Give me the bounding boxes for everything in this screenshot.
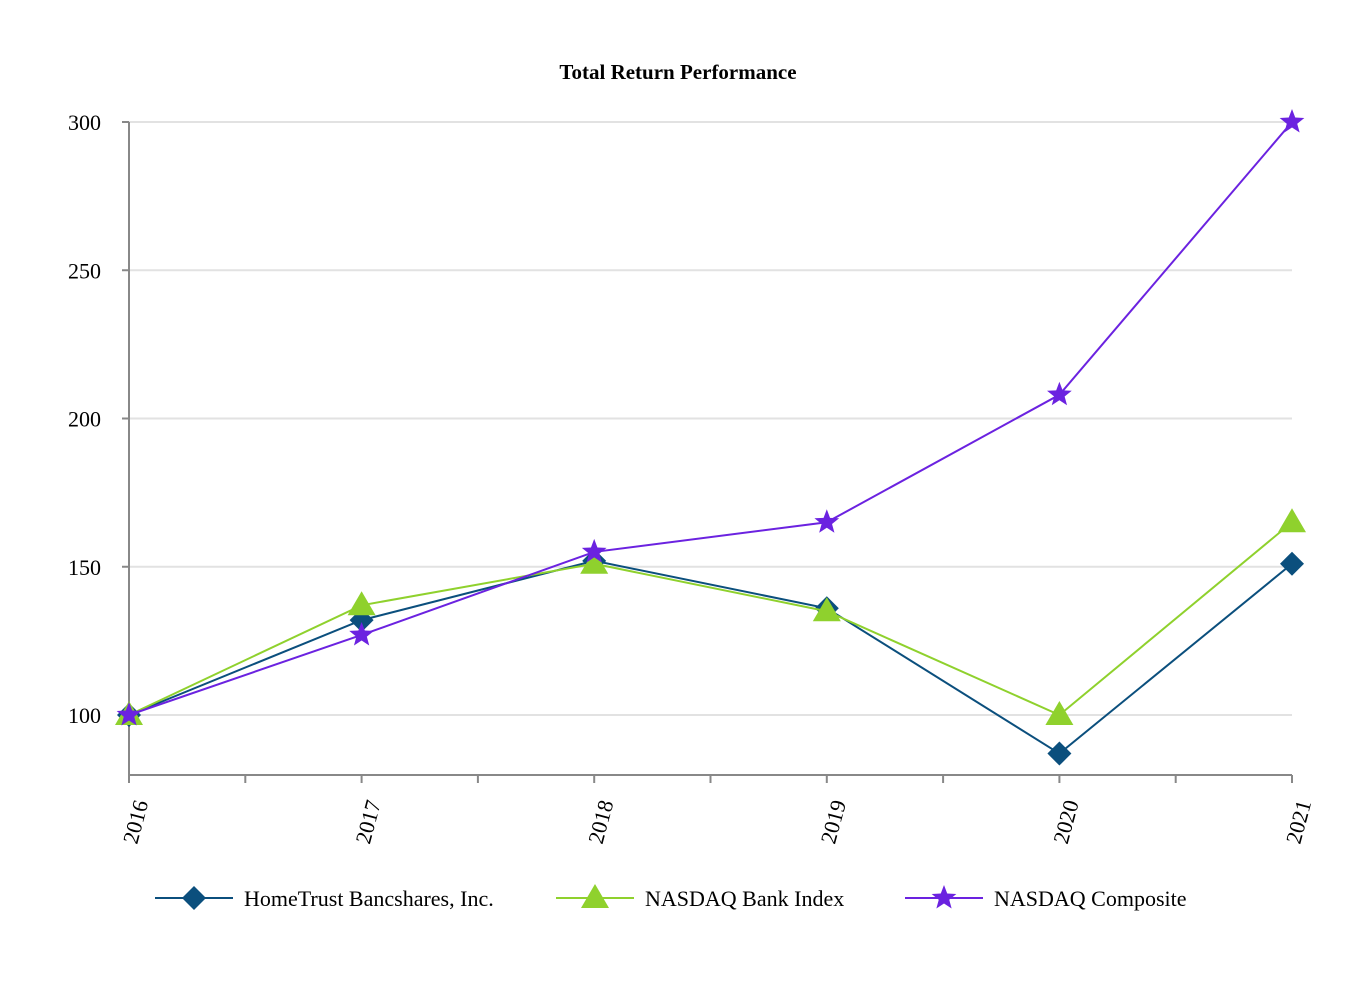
legend-marker (581, 884, 609, 908)
y-tick-label-100: 100 (68, 703, 101, 728)
x-tick-labels: 2016 2017 2018 2019 2020 2021 (118, 797, 1317, 846)
legend: HomeTrust Bancshares, Inc. NASDAQ Bank In… (155, 884, 1187, 911)
series-3-point-2021 (1279, 109, 1305, 133)
chart-title: Total Return Performance (559, 60, 797, 84)
series-3-point-2020 (1047, 381, 1072, 406)
x-tick-label-2021: 2021 (1281, 797, 1317, 846)
axes (122, 121, 1293, 783)
x-tick-label-2018: 2018 (583, 797, 619, 846)
series-3 (116, 109, 1305, 726)
legend-label: NASDAQ Bank Index (645, 886, 844, 911)
series-3-line (128, 121, 1293, 716)
series-2 (115, 508, 1306, 725)
series-3-point-2018 (581, 538, 607, 563)
legend-item-3: NASDAQ Composite (905, 885, 1187, 911)
legend-label: NASDAQ Composite (994, 886, 1187, 911)
series-3-point-2016 (116, 702, 142, 726)
series-3-point-2019 (814, 509, 840, 533)
legend-marker (182, 886, 206, 910)
y-tick-label-300: 300 (68, 110, 101, 135)
series-2-point-2021 (1278, 508, 1306, 533)
x-tick-label-2020: 2020 (1048, 797, 1084, 846)
legend-label: HomeTrust Bancshares, Inc. (244, 886, 494, 911)
series-2-point-2018 (580, 549, 609, 574)
y-tick-label-250: 250 (68, 258, 101, 283)
legend-item-2: NASDAQ Bank Index (556, 884, 844, 911)
series-1-line (128, 559, 1293, 755)
series-2-point-2020 (1045, 701, 1074, 725)
series-1-point-2020 (1047, 741, 1072, 766)
series-2-point-2017 (347, 591, 376, 616)
series-1-point-2021 (1280, 551, 1304, 576)
x-tick-label-2019: 2019 (815, 797, 851, 846)
legend-item-1: HomeTrust Bancshares, Inc. (155, 886, 494, 911)
x-tick-label-2017: 2017 (350, 797, 386, 846)
series-2-line (128, 521, 1293, 717)
y-tick-label-150: 150 (68, 555, 101, 580)
y-tick-labels: 100 150 200 250 300 (68, 110, 101, 728)
x-tick-label-2016: 2016 (118, 797, 154, 846)
series-3-point-2017 (349, 621, 374, 646)
series (115, 109, 1306, 766)
series-2-point-2019 (812, 597, 841, 622)
legend-marker (931, 885, 957, 909)
grid-lines (129, 121, 1292, 716)
y-tick-label-200: 200 (68, 407, 101, 432)
